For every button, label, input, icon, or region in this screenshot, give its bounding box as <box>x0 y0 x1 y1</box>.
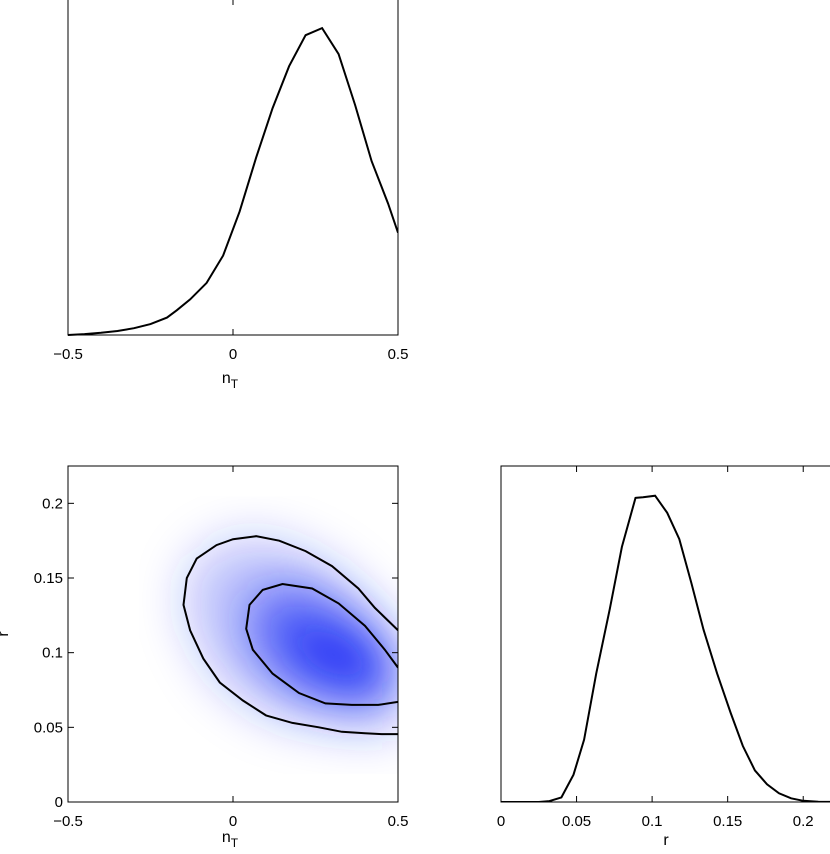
contour-line-outer <box>182 535 398 736</box>
density-curve-nT <box>68 26 398 336</box>
contour-line-inner <box>245 582 398 706</box>
y-tick-label: 0 <box>55 794 63 811</box>
x-axis-label: r <box>663 832 669 849</box>
density-curve-r <box>501 494 830 802</box>
x-tick-label: 0 <box>229 346 237 363</box>
x-axis-label: nT <box>222 370 239 391</box>
axes-frame <box>500 465 830 803</box>
y-tick-label: 0.15 <box>34 570 63 587</box>
y-tick-label: 0.2 <box>42 495 63 512</box>
x-tick-label: 0 <box>497 813 505 830</box>
y-axis-label: r <box>0 631 12 637</box>
x-tick-label: −0.5 <box>53 346 83 363</box>
x-tick-label: 0.15 <box>713 813 742 830</box>
x-tick-label: 0.5 <box>388 346 409 363</box>
x-tick-label: 0 <box>229 813 237 830</box>
x-tick-label: 0.5 <box>388 813 409 830</box>
axes-frame <box>67 0 399 336</box>
x-tick-label: 0.2 <box>793 813 814 830</box>
x-tick-label: 0.1 <box>642 813 663 830</box>
x-tick-label: 0.05 <box>562 813 591 830</box>
density-core <box>288 625 395 686</box>
x-axis-label: nT <box>222 829 239 850</box>
panel-r-nT-joint: −0.5 0 0.5 0 0.05 0.1 0.15 0.2 nT r <box>0 465 409 850</box>
y-tick-label: 0.05 <box>34 719 63 736</box>
panel-nT-marginal: −0.5 0 0.5 nT <box>53 0 408 391</box>
panel-r-marginal: 0 0.05 0.1 0.15 0.2 r <box>497 465 830 849</box>
y-tick-label: 0.1 <box>42 645 63 662</box>
x-tick-label: −0.5 <box>53 813 83 830</box>
